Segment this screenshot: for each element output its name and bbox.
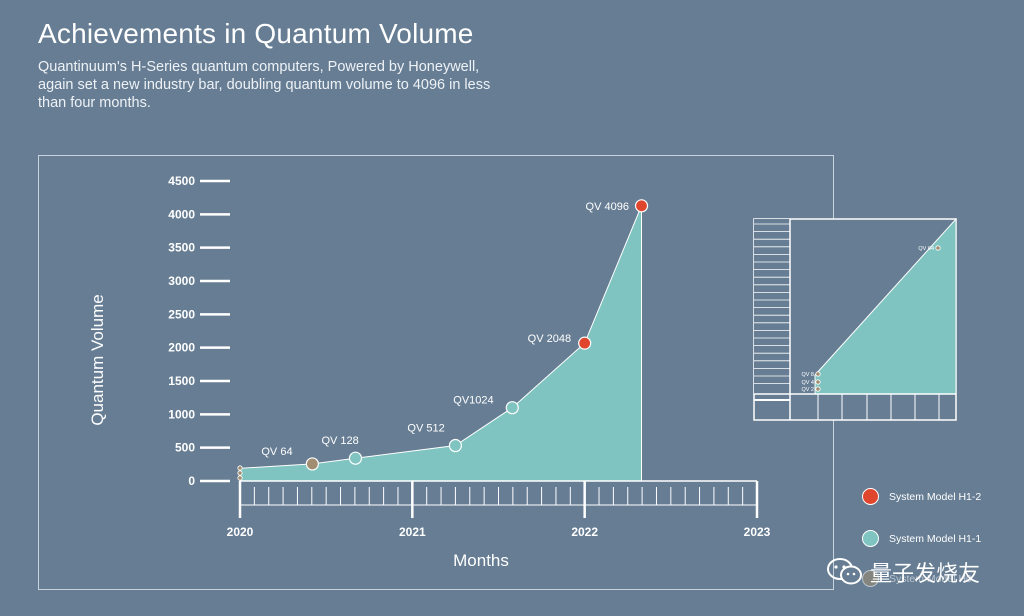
y-tick-label: 4500 bbox=[168, 174, 195, 188]
data-point bbox=[634, 199, 649, 213]
page-subtitle: Quantinuum's H-Series quantum computers,… bbox=[38, 59, 491, 111]
legend-swatch-h0 bbox=[862, 570, 879, 587]
wechat-icon bbox=[827, 558, 862, 585]
inset-point-label: QV 8 bbox=[801, 372, 814, 378]
data-point-label: QV 512 bbox=[407, 423, 444, 435]
data-point bbox=[578, 336, 592, 350]
inset-zoom-panel: QV 64 QV 8 QV 4QV 2 bbox=[753, 217, 957, 421]
inset-point bbox=[815, 386, 821, 392]
y-tick-label: 1000 bbox=[168, 407, 195, 421]
legend-item-h0: System Model H0 bbox=[862, 570, 972, 587]
legend-swatch-h1-2 bbox=[862, 488, 879, 505]
data-point-label: QV 2048 bbox=[528, 333, 571, 345]
early-point bbox=[237, 475, 243, 481]
watermark: 量子发烧友 bbox=[826, 556, 980, 588]
x-tick-label: 2022 bbox=[571, 525, 598, 539]
early-point bbox=[237, 465, 243, 471]
data-point bbox=[305, 457, 319, 471]
data-point-label: QV 128 bbox=[321, 435, 358, 447]
legend-label-h0: System Model H0 bbox=[889, 572, 972, 585]
y-tick-label: 500 bbox=[175, 441, 195, 455]
y-tick-label: 2500 bbox=[168, 307, 195, 321]
inset-point-label: QV 4 bbox=[801, 380, 814, 386]
x-tick-label: 2023 bbox=[744, 525, 771, 539]
x-tick-label: 2020 bbox=[227, 525, 254, 539]
x-axis-title: Months bbox=[453, 551, 509, 570]
data-point bbox=[448, 438, 463, 453]
data-point-label: QV 64 bbox=[261, 446, 292, 458]
series-area bbox=[239, 205, 642, 482]
legend-swatch-h1-1 bbox=[862, 530, 879, 547]
inset-point bbox=[815, 371, 821, 377]
data-point-label: QV 4096 bbox=[586, 201, 629, 213]
inset-axis-strip bbox=[754, 219, 790, 394]
early-point bbox=[237, 470, 243, 476]
page-title: Achievements in Quantum Volume bbox=[38, 18, 474, 49]
inset-point-label: QV 64 bbox=[918, 246, 934, 252]
y-tick-label: 0 bbox=[188, 474, 195, 488]
data-point bbox=[348, 451, 363, 465]
y-tick-label: 2000 bbox=[168, 341, 195, 355]
inset-point bbox=[935, 245, 941, 251]
y-tick-label: 3500 bbox=[168, 241, 195, 255]
inset-point bbox=[815, 379, 821, 385]
inset-point-label: QV 2 bbox=[801, 387, 814, 393]
y-axis-title: Quantum Volume bbox=[88, 294, 107, 425]
data-point bbox=[505, 401, 519, 415]
data-point-label: QV1024 bbox=[453, 395, 493, 407]
y-tick-label: 3000 bbox=[168, 274, 195, 288]
legend-label-h1-2: System Model H1-2 bbox=[889, 490, 982, 503]
chart-frame bbox=[38, 155, 834, 590]
legend-item-h1-1: System Model H1-1 bbox=[862, 530, 981, 547]
watermark-text: 量子发烧友 bbox=[870, 562, 981, 587]
y-tick-label: 4000 bbox=[168, 207, 195, 221]
legend-item-h1-2: System Model H1-2 bbox=[862, 488, 981, 505]
legend-label-h1-1: System Model H1-1 bbox=[889, 532, 982, 545]
y-tick-label: 1500 bbox=[168, 374, 195, 388]
x-tick-label: 2021 bbox=[399, 525, 426, 539]
